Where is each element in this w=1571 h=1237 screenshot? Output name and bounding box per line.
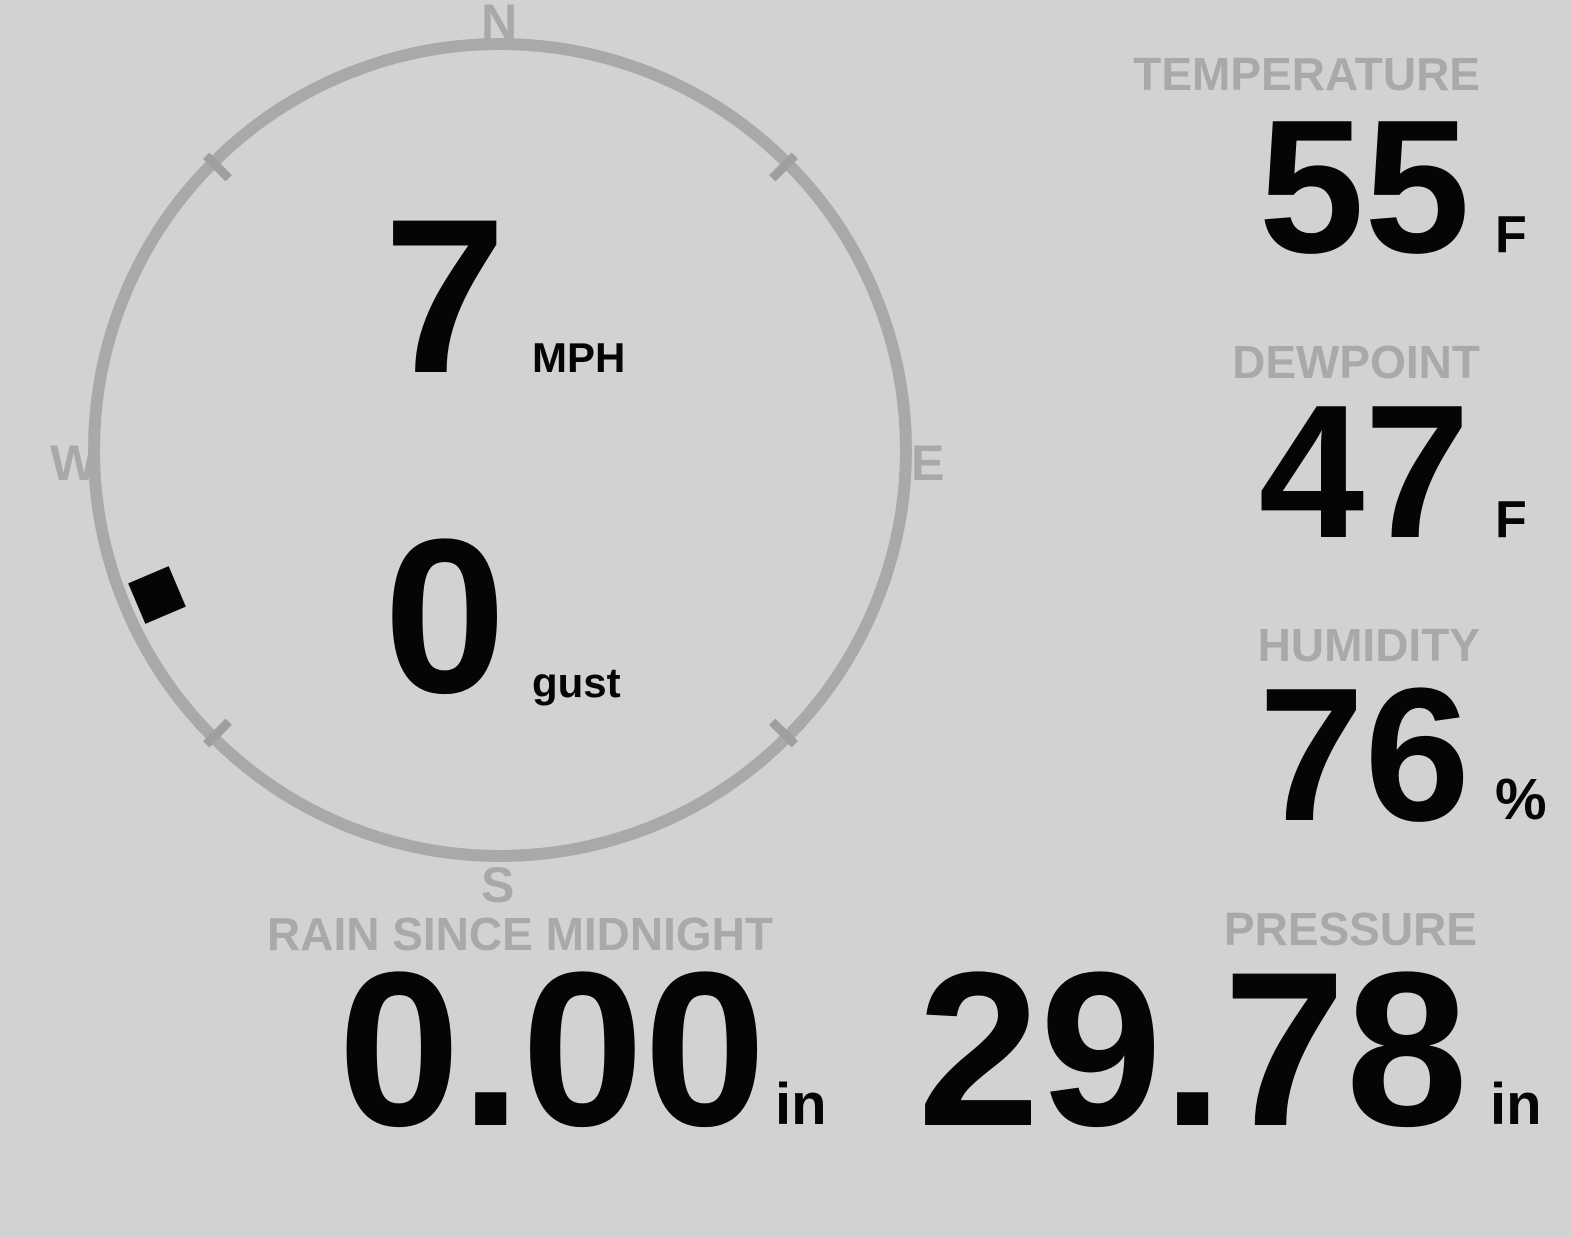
pressure-unit: in: [1490, 1072, 1542, 1137]
pressure-label: PRESSURE: [1223, 903, 1477, 955]
compass-label-south: S: [481, 857, 515, 913]
compass-label-west: W: [50, 435, 98, 491]
dewpoint-label: DEWPOINT: [1232, 336, 1480, 388]
humidity-value: 76: [1258, 649, 1470, 861]
dewpoint-unit: F: [1495, 491, 1527, 549]
rain-value: 0.00: [337, 926, 767, 1172]
wind-gust-unit: gust: [532, 659, 621, 706]
humidity-label: HUMIDITY: [1257, 619, 1480, 671]
pressure-value: 29.78: [917, 926, 1468, 1172]
rain-unit: in: [775, 1072, 827, 1137]
temperature-unit: F: [1495, 206, 1527, 264]
compass-label-east: E: [911, 435, 945, 491]
humidity-unit: %: [1495, 767, 1547, 832]
temperature-value: 55: [1258, 81, 1470, 293]
wind-speed-unit: MPH: [532, 334, 626, 381]
temperature-label: TEMPERATURE: [1133, 48, 1480, 100]
compass-label-north: N: [481, 0, 518, 50]
rain-label: RAIN SINCE MIDNIGHT: [267, 908, 773, 960]
wind-speed-value: 7: [383, 173, 506, 419]
wind-gust-value: 0: [383, 493, 506, 739]
dewpoint-value: 47: [1258, 366, 1470, 578]
